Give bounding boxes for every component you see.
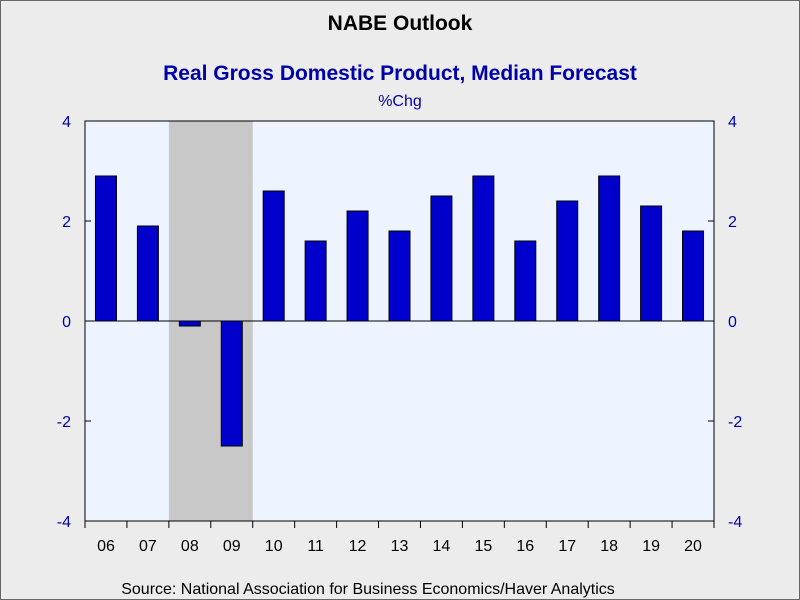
- xtick-label-06: 06: [97, 538, 115, 555]
- xtick-label-11: 11: [307, 538, 324, 555]
- ytick-label-right: 0: [728, 314, 737, 331]
- xtick-label-15: 15: [474, 538, 492, 555]
- plot-area: -4 -4 -2 -2 0 0 2 2 4 4 06 07 08 09 10 11 12 13 14 15 16 17 18…: [57, 114, 743, 555]
- bar-12: [346, 210, 369, 322]
- xtick-label-14: 14: [433, 538, 451, 555]
- bar-10: [262, 190, 285, 322]
- bar-11: [304, 240, 327, 322]
- ytick-label-left: 4: [62, 114, 71, 131]
- ytick-label-left: 2: [62, 214, 71, 231]
- xtick-label-13: 13: [391, 538, 409, 555]
- ytick-label-right: 2: [728, 214, 737, 231]
- bar-19: [640, 205, 663, 322]
- ytick-label-left: -2: [57, 414, 71, 431]
- bar-08: [178, 320, 201, 327]
- ytick-label-right: -4: [728, 514, 742, 531]
- ytick-label-right: 4: [728, 114, 737, 131]
- chart-units: %Chg: [378, 93, 422, 110]
- bar-07: [136, 225, 159, 322]
- bar-06: [94, 175, 117, 322]
- bar-14: [430, 195, 453, 322]
- bar-15: [472, 175, 495, 322]
- xtick-label-10: 10: [265, 538, 283, 555]
- xtick-label-12: 12: [349, 538, 367, 555]
- bar-17: [556, 200, 579, 322]
- bar-13: [388, 230, 411, 322]
- xtick-label-18: 18: [600, 538, 618, 555]
- ytick-label-left: 0: [62, 314, 71, 331]
- ytick-label-right: -2: [728, 414, 742, 431]
- bar-09: [220, 320, 243, 447]
- bar-20: [682, 230, 705, 322]
- chart-title: Real Gross Domestic Product, Median Fore…: [163, 62, 637, 85]
- xtick-label-19: 19: [642, 538, 660, 555]
- ytick-label-left: -4: [57, 514, 71, 531]
- source-note: Source: National Association for Busines…: [121, 581, 615, 598]
- bar-16: [514, 240, 537, 322]
- bar-18: [598, 175, 621, 322]
- xtick-label-09: 09: [223, 538, 241, 555]
- xtick-label-08: 08: [181, 538, 199, 555]
- xtick-label-07: 07: [139, 538, 157, 555]
- chart-header: NABE Outlook: [328, 12, 473, 35]
- xtick-label-17: 17: [558, 538, 576, 555]
- xtick-label-20: 20: [684, 538, 702, 555]
- xtick-label-16: 16: [516, 538, 534, 555]
